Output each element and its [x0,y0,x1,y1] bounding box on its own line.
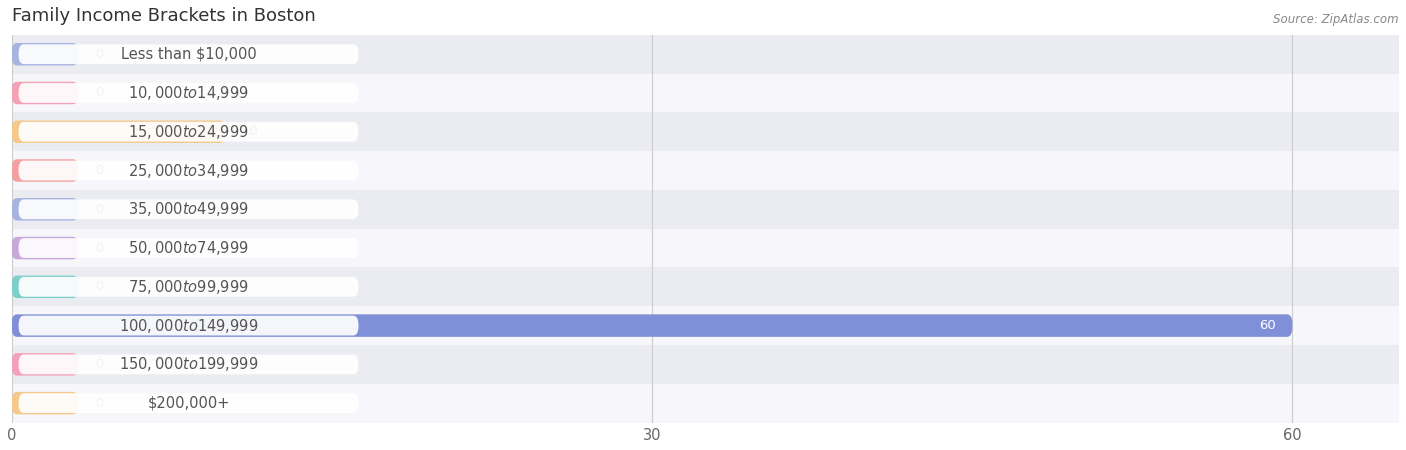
Text: 0: 0 [94,164,103,177]
Text: 0: 0 [94,280,103,293]
FancyBboxPatch shape [11,198,79,220]
Bar [11,229,1399,267]
FancyBboxPatch shape [18,199,359,219]
FancyBboxPatch shape [11,315,1292,337]
FancyBboxPatch shape [11,159,79,182]
Bar [11,112,1399,151]
Text: Source: ZipAtlas.com: Source: ZipAtlas.com [1274,14,1399,27]
Text: 0: 0 [94,203,103,216]
Text: Family Income Brackets in Boston: Family Income Brackets in Boston [11,7,315,25]
FancyBboxPatch shape [18,316,359,336]
FancyBboxPatch shape [18,393,359,413]
Text: $15,000 to $24,999: $15,000 to $24,999 [128,123,249,141]
Bar [11,190,1399,229]
FancyBboxPatch shape [18,238,359,258]
Text: 0: 0 [94,396,103,410]
Bar [11,74,1399,112]
FancyBboxPatch shape [18,277,359,297]
Text: $75,000 to $99,999: $75,000 to $99,999 [128,278,249,296]
FancyBboxPatch shape [11,43,79,65]
Text: 0: 0 [94,242,103,255]
FancyBboxPatch shape [18,355,359,374]
FancyBboxPatch shape [11,237,79,259]
Text: 0: 0 [94,358,103,371]
Text: Less than $10,000: Less than $10,000 [121,47,256,62]
Text: $100,000 to $149,999: $100,000 to $149,999 [120,317,259,335]
Bar [11,306,1399,345]
Text: $50,000 to $74,999: $50,000 to $74,999 [128,239,249,257]
Text: $200,000+: $200,000+ [148,396,229,410]
Text: 0: 0 [94,86,103,99]
Text: $10,000 to $14,999: $10,000 to $14,999 [128,84,249,102]
FancyBboxPatch shape [18,161,359,180]
Bar [11,35,1399,74]
FancyBboxPatch shape [11,121,225,143]
Text: 60: 60 [1258,319,1275,332]
FancyBboxPatch shape [18,83,359,103]
Bar [11,384,1399,423]
Text: $35,000 to $49,999: $35,000 to $49,999 [128,200,249,218]
Text: 0: 0 [94,48,103,61]
FancyBboxPatch shape [18,122,359,142]
FancyBboxPatch shape [18,44,359,64]
FancyBboxPatch shape [11,275,79,298]
Text: 10: 10 [242,125,259,138]
FancyBboxPatch shape [11,82,79,104]
Bar [11,151,1399,190]
Text: $150,000 to $199,999: $150,000 to $199,999 [120,356,259,373]
Bar [11,345,1399,384]
FancyBboxPatch shape [11,353,79,376]
Text: $25,000 to $34,999: $25,000 to $34,999 [128,162,249,180]
Bar [11,267,1399,306]
FancyBboxPatch shape [11,392,79,414]
